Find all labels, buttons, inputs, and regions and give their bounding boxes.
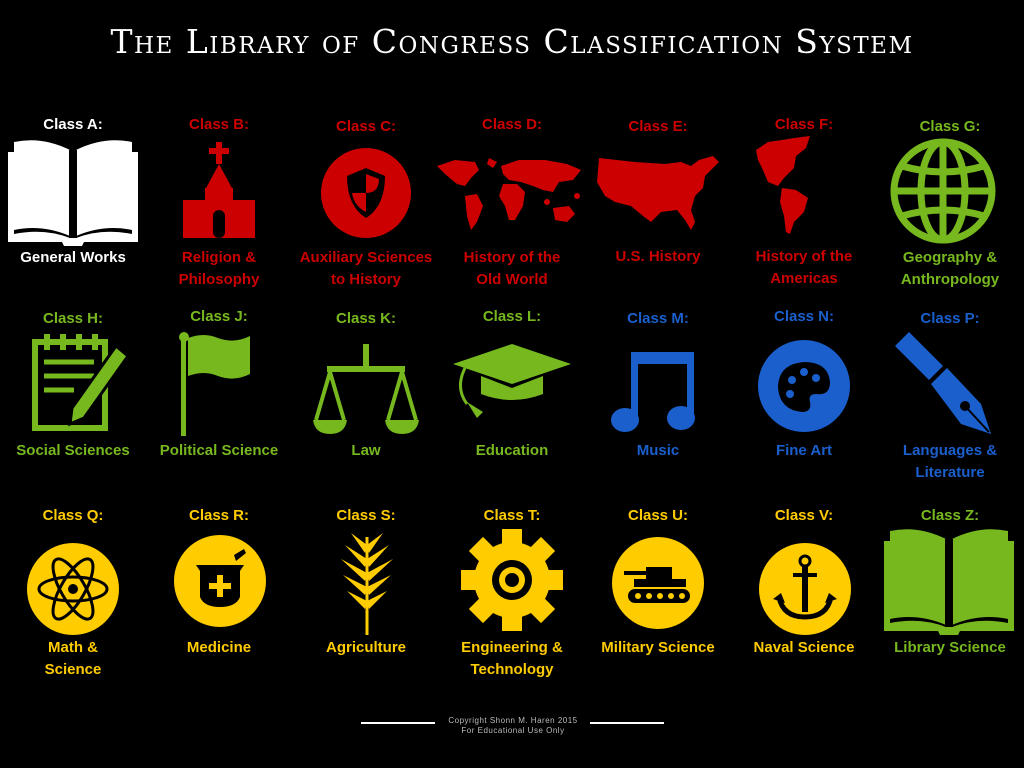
class-code: Class L: (482, 308, 542, 325)
footer-divider-right (590, 722, 664, 724)
class-label-line-2: Science (44, 661, 102, 678)
class-s-card: Class S: Agriculture (293, 507, 439, 667)
mortar-pestle-icon (174, 535, 266, 627)
class-code: Class E: (628, 118, 688, 135)
class-label-line-2: Literature (915, 464, 985, 481)
class-p-card: Class P: Languages & Literature (877, 310, 1023, 490)
class-code: Class T: (483, 507, 541, 524)
class-label-line-1: History of the (755, 248, 853, 265)
class-label-line-1: Auxiliary Sciences (299, 249, 433, 266)
class-code: Class M: (627, 310, 689, 327)
class-label-line-2: Old World (476, 271, 548, 288)
class-m-card: Class M: Music (585, 310, 731, 470)
class-n-card: Class N: Fine Art (731, 308, 877, 468)
usage-note: For Educational Use Only (461, 726, 565, 735)
class-label: Law (351, 442, 381, 459)
palette-icon (758, 340, 850, 432)
class-label: Fine Art (775, 442, 833, 459)
class-b-card: Class B: Religion & Philosophy (146, 116, 292, 296)
class-d-card: Class D: History of the Old World (437, 116, 585, 296)
atom-icon (27, 543, 119, 635)
class-h-card: Class H: Social Sciences (0, 310, 146, 470)
class-code: Class H: (42, 310, 104, 327)
class-label-line-2: Americas (770, 270, 838, 287)
class-label-line-2: Technology (470, 661, 554, 678)
class-a-card: Class A: General Works (0, 116, 146, 276)
class-code: Class F: (774, 116, 834, 133)
open-book-icon (884, 529, 1014, 635)
shield-icon (321, 148, 411, 238)
class-code: Class G: (919, 118, 981, 135)
class-c-card: Class C: Auxiliary Sciences to History (293, 116, 439, 296)
class-code: Class K: (335, 310, 397, 327)
page-title: The Library of Congress Classification S… (110, 22, 914, 61)
class-label: Military Science (601, 639, 715, 656)
class-label-line-1: Languages & (902, 442, 998, 459)
usa-map-icon (597, 156, 719, 230)
fountain-pen-icon (895, 332, 991, 434)
class-label: Library Science (894, 639, 1006, 656)
class-e-card: Class E: U.S. History (585, 116, 731, 276)
class-code: Class C: (335, 118, 397, 135)
class-label: Music (636, 442, 680, 459)
class-label: Naval Science (753, 639, 855, 656)
class-label-line-1: Religion & (181, 249, 257, 266)
class-code: Class N: (773, 308, 835, 325)
class-label: General Works (20, 249, 126, 266)
tank-icon (612, 537, 704, 629)
anchor-icon (759, 543, 851, 635)
class-code: Class Z: (920, 507, 980, 524)
class-z-card: Class Z: Library Science (877, 507, 1023, 667)
class-label-line-2: to History (330, 271, 401, 288)
gear-icon (461, 529, 563, 631)
class-code: Class V: (774, 507, 834, 524)
class-label-line-1: History of the (463, 249, 561, 266)
world-map-icon (437, 158, 581, 230)
class-t-card: Class T: Engineering & Technology (439, 507, 585, 687)
class-label: Agriculture (325, 639, 406, 656)
class-code: Class Q: (42, 507, 104, 524)
class-label-line-1: Math & (48, 639, 98, 656)
class-u-card: Class U: Military Science (585, 507, 731, 667)
class-v-card: Class V: Naval Science (731, 507, 877, 667)
notepad-pencil-icon (32, 334, 130, 431)
class-code: Class J: (190, 308, 248, 325)
class-code: Class D: (481, 116, 543, 133)
scales-icon (313, 344, 419, 434)
class-label-line-1: Engineering & (461, 639, 563, 656)
wheat-icon (341, 533, 393, 635)
copyright-line: Copyright Shonn M. Haren 2015 (448, 716, 578, 725)
class-label: U.S. History (615, 248, 701, 265)
class-code: Class P: (920, 310, 980, 327)
class-label-line-2: Philosophy (178, 271, 260, 288)
class-j-card: Class J: Political Science (146, 308, 292, 468)
class-code: Class U: (627, 507, 689, 524)
class-code: Class S: (336, 507, 396, 524)
footer-divider-left (361, 722, 435, 724)
globe-icon (890, 138, 996, 244)
church-icon (183, 142, 255, 238)
class-g-card: Class G: Geography & Anthropology (877, 116, 1023, 296)
flag-icon (179, 332, 250, 436)
graduation-cap-icon (453, 344, 571, 418)
class-label: Political Science (159, 442, 279, 459)
class-code: Class B: (188, 116, 250, 133)
class-f-card: Class F: History of the Americas (731, 116, 877, 296)
footer-copyright: Copyright Shonn M. Haren 2015 For Educat… (440, 716, 586, 736)
open-book-icon (8, 140, 138, 246)
class-code: Class A: (43, 116, 103, 133)
class-label-line-2: Anthropology (900, 271, 1000, 288)
class-label: Medicine (186, 639, 252, 656)
americas-map-icon (756, 136, 810, 234)
class-code: Class R: (188, 507, 250, 524)
class-label-line-1: Geography & (902, 249, 998, 266)
class-label: Social Sciences (16, 442, 130, 459)
class-q-card: Class Q: Math & Science (0, 507, 146, 687)
class-label: Education (475, 442, 549, 459)
class-l-card: Class L: Education (439, 308, 585, 468)
class-k-card: Class K: Law (293, 310, 439, 470)
music-note-icon (611, 352, 695, 432)
class-r-card: Class R: Medicine (146, 507, 292, 667)
